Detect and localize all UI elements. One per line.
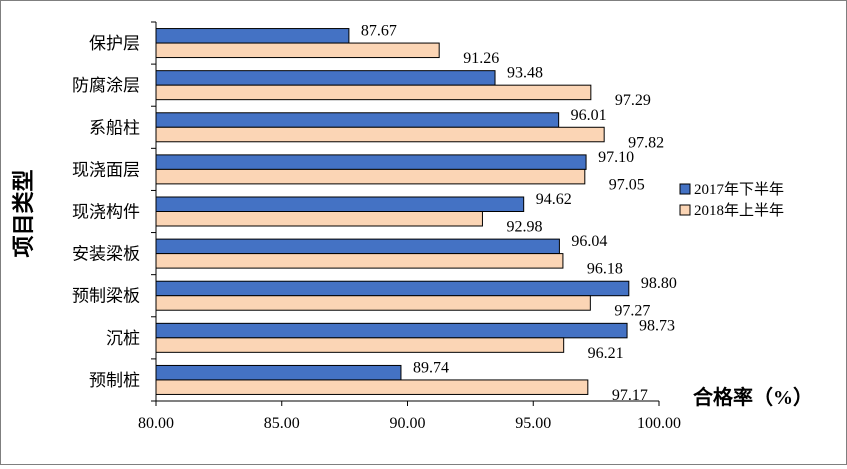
legend-swatch-1 — [679, 204, 691, 216]
bar-series1-6 — [155, 280, 630, 297]
data-label-series2-2: 97.82 — [628, 134, 664, 151]
x-tick-label-3: 95.00 — [515, 415, 551, 432]
data-label-series1-6: 98.80 — [641, 275, 677, 292]
category-label-6: 预制梁板 — [72, 287, 140, 306]
data-label-series2-3: 97.05 — [609, 176, 645, 193]
bar-series2-4 — [155, 211, 483, 227]
bar-series1-4 — [155, 196, 525, 212]
bar-series2-5 — [155, 253, 564, 269]
data-label-series2-8: 97.17 — [612, 387, 648, 404]
x-tick-labels-layer: 80.00 85.00 90.00 95.00 100.00 — [138, 415, 681, 432]
data-label-series1-3: 97.10 — [598, 149, 634, 166]
legend-label-1: 2018年上半年 — [694, 202, 784, 219]
data-label-series1-8: 89.74 — [413, 359, 449, 376]
bar-series2-0 — [155, 42, 440, 59]
x-tick-label-4: 100.00 — [637, 415, 681, 432]
category-label-7: 沉桩 — [106, 329, 140, 348]
bar-series1-1 — [155, 70, 496, 86]
bar-series1-5 — [155, 238, 560, 255]
data-label-series2-4: 92.98 — [506, 219, 542, 236]
legend-label-0: 2017年下半年 — [694, 181, 784, 198]
axes-layer — [151, 21, 660, 406]
data-label-series1-1: 93.48 — [507, 65, 543, 82]
bar-series1-3 — [155, 154, 587, 170]
data-label-series1-5: 96.04 — [571, 233, 607, 250]
bar-series2-1 — [155, 84, 592, 101]
bar-series1-8 — [155, 364, 402, 381]
category-label-0: 保护层 — [89, 34, 140, 53]
data-label-series2-7: 96.21 — [588, 345, 624, 362]
category-label-2: 系船柱 — [89, 118, 140, 137]
category-label-1: 防腐涂层 — [72, 76, 140, 95]
data-label-series1-0: 87.67 — [361, 23, 397, 40]
bar-series1-2 — [155, 112, 560, 128]
bar-series2-8 — [155, 379, 589, 395]
bars-layer — [155, 28, 630, 395]
category-label-5: 安装梁板 — [72, 245, 140, 264]
data-label-series1-4: 94.62 — [536, 191, 572, 208]
category-label-8: 预制桩 — [89, 371, 140, 390]
category-label-3: 现浇面层 — [72, 160, 140, 179]
bar-series2-7 — [155, 337, 565, 353]
bar-series2-2 — [155, 126, 605, 143]
data-label-series1-7: 98.73 — [639, 317, 675, 334]
data-label-series2-1: 97.29 — [615, 92, 651, 109]
x-tick-label-0: 80.00 — [138, 415, 174, 432]
x-axis-title: 合格率（%） — [693, 385, 813, 409]
bar-series2-3 — [155, 168, 586, 185]
y-axis-title: 项目类型 — [11, 169, 36, 257]
category-label-4: 现浇构件 — [72, 203, 140, 222]
data-label-series2-0: 91.26 — [463, 50, 499, 67]
data-label-series2-6: 97.27 — [614, 303, 650, 320]
legend-swatch-0 — [679, 183, 691, 195]
bar-series2-6 — [155, 295, 591, 311]
legend: 2017年下半年 2018年上半年 — [679, 181, 784, 219]
x-tick-label-2: 90.00 — [390, 415, 426, 432]
data-label-series1-2: 96.01 — [571, 107, 607, 124]
bar-series1-0 — [155, 28, 350, 44]
data-label-series2-5: 96.18 — [587, 261, 623, 278]
x-tick-label-1: 85.00 — [264, 415, 300, 432]
bar-series1-7 — [155, 322, 628, 339]
